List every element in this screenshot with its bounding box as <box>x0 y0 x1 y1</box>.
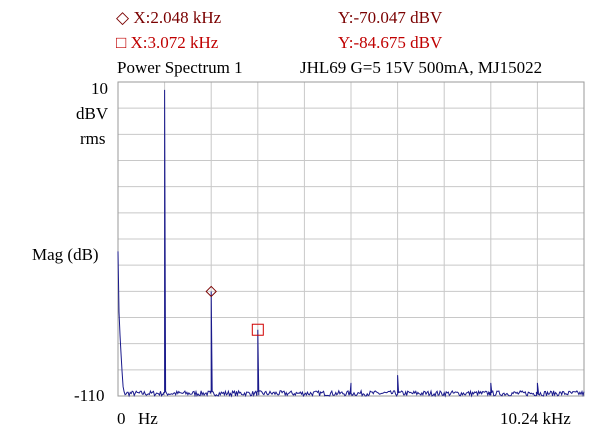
plot-frame <box>117 81 585 397</box>
cursor2-y-value: Y:-84.675 dBV <box>338 33 443 52</box>
diamond-marker-icon: ◇ <box>116 8 130 27</box>
x-axis-left-unit: Hz <box>138 409 158 428</box>
y-axis-title: Mag (dB) <box>32 245 99 264</box>
y-axis-unit-label-2: rms <box>80 129 106 148</box>
cursor2-readout: □ X:3.072 kHz <box>116 33 218 53</box>
x-axis-right-label: 10.24 kHz <box>500 409 571 428</box>
y-axis-bottom-label: -110 <box>74 386 105 405</box>
spectrum-trace <box>117 89 585 398</box>
cursor1-y-value: Y:-70.047 dBV <box>338 8 443 27</box>
y-axis-unit-label: dBV <box>76 104 109 123</box>
x-axis-left-value: 0 <box>117 409 126 428</box>
cursor1-x-value: X:2.048 kHz <box>133 8 222 27</box>
cursor1-diamond-marker <box>205 285 217 298</box>
cursor2-square-marker <box>251 323 264 336</box>
y-axis-top-label: 10 <box>91 79 108 98</box>
cursor1-readout: ◇ X:2.048 kHz <box>116 8 221 28</box>
cursor2-x-value: X:3.072 kHz <box>130 33 219 52</box>
plot-subtitle: JHL69 G=5 15V 500mA, MJ15022 <box>300 58 543 77</box>
plot-title: Power Spectrum 1 <box>117 58 243 77</box>
square-marker-icon: □ <box>116 33 127 52</box>
